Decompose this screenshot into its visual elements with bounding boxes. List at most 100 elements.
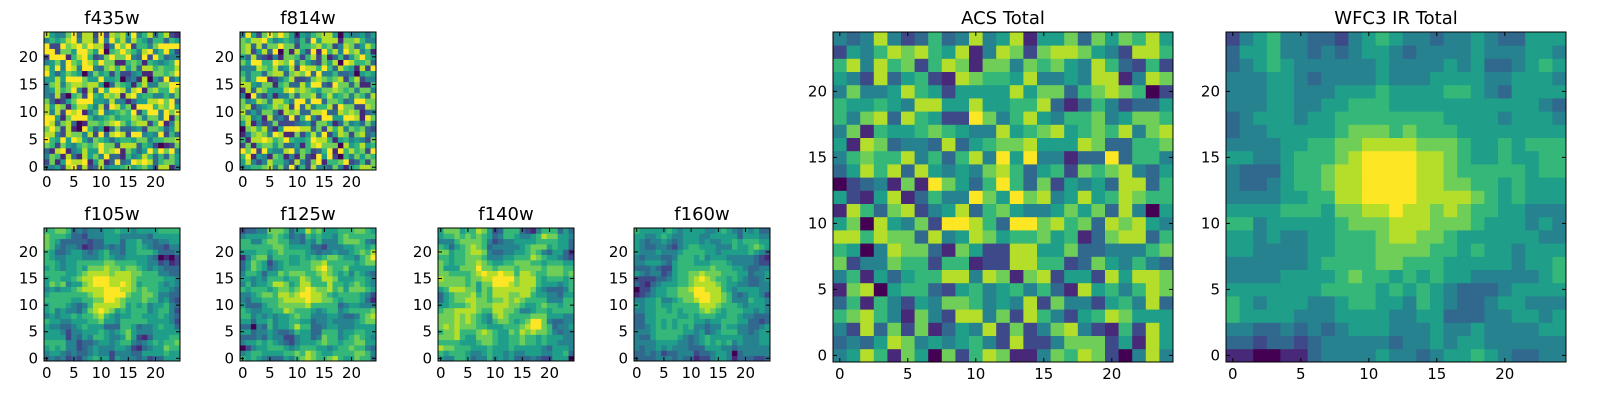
heatmap-cell — [87, 103, 94, 110]
heatmap-cell — [240, 98, 246, 105]
heatmap-cell — [557, 254, 564, 261]
heatmap-cell — [1457, 322, 1472, 336]
heatmap-cell — [158, 81, 165, 88]
heatmap-cell — [370, 153, 377, 160]
heatmap-cell — [535, 281, 542, 287]
heatmap-cell — [525, 270, 531, 277]
heatmap-cell — [327, 98, 333, 105]
heatmap-cell — [288, 142, 295, 149]
heatmap-cell — [443, 254, 450, 261]
heatmap-cell — [327, 249, 333, 255]
heatmap-cell — [833, 256, 847, 270]
heatmap-cell — [1132, 45, 1147, 59]
heatmap-cell — [44, 131, 50, 138]
heatmap-cell — [250, 270, 257, 277]
heatmap-cell — [98, 158, 105, 165]
heatmap-cell — [1253, 230, 1268, 244]
heatmap-cell — [726, 350, 733, 357]
heatmap-cell — [486, 243, 493, 250]
heatmap-cell — [753, 275, 760, 282]
heatmap-cell — [535, 318, 542, 325]
heatmap-cell — [158, 164, 165, 171]
heatmap-cell — [503, 355, 510, 362]
heatmap-cell — [310, 87, 317, 94]
heatmap-cell — [267, 233, 274, 240]
heatmap-cell — [525, 228, 531, 234]
heatmap-cell — [1362, 177, 1376, 191]
heatmap-cell — [541, 307, 548, 314]
heatmap-cell — [65, 131, 72, 138]
heatmap-cell — [846, 164, 861, 178]
heatmap-cell — [552, 275, 559, 282]
heatmap-cell — [438, 334, 444, 341]
heatmap-cell — [136, 147, 143, 154]
heatmap-cell — [54, 109, 61, 116]
heatmap-cell — [60, 345, 67, 351]
heatmap-cell — [644, 286, 651, 293]
heatmap-cell — [1321, 190, 1336, 204]
heatmap-cell — [688, 270, 695, 277]
heatmap-cell — [1226, 348, 1240, 363]
heatmap-cell — [109, 345, 116, 351]
heatmap-cell — [321, 131, 328, 138]
heatmap-cell — [250, 345, 257, 351]
heatmap-cell — [136, 92, 143, 99]
heatmap-cell — [1416, 296, 1431, 310]
heatmap-cell — [354, 345, 361, 351]
heatmap-cell — [514, 323, 520, 330]
heatmap-cell — [563, 238, 569, 245]
heatmap-cell — [563, 249, 569, 255]
heatmap-cell — [1430, 296, 1444, 310]
heatmap-cell — [1050, 177, 1065, 191]
heatmap-cell — [256, 275, 263, 282]
heatmap-cell — [1525, 230, 1540, 244]
heatmap-cell — [136, 249, 143, 255]
heatmap-cell — [546, 339, 553, 346]
heatmap-cell — [87, 286, 94, 293]
heatmap-cell — [699, 302, 706, 309]
heatmap-cell — [928, 137, 943, 152]
heatmap-cell — [454, 307, 461, 314]
heatmap-cell — [256, 98, 263, 105]
heatmap-cell — [267, 238, 274, 245]
heatmap-cell — [742, 286, 749, 293]
heatmap-cell — [158, 103, 165, 110]
heatmap-cell — [1525, 190, 1540, 204]
heatmap-cell — [321, 142, 328, 149]
heatmap-cell — [1389, 296, 1404, 310]
heatmap-cell — [715, 350, 722, 357]
heatmap-cell — [486, 334, 493, 341]
heatmap-cell — [699, 228, 706, 234]
heatmap-cell — [109, 54, 116, 60]
heatmap-cell — [1145, 32, 1160, 46]
heatmap-cell — [305, 70, 312, 77]
heatmap-cell — [688, 238, 695, 245]
heatmap-cell — [1253, 296, 1268, 310]
heatmap-cell — [71, 233, 78, 240]
heatmap-cell — [535, 345, 542, 351]
heatmap-cell — [87, 158, 94, 165]
heatmap-cell — [541, 355, 548, 362]
heatmap-cell — [278, 350, 284, 357]
heatmap-cell — [272, 103, 279, 110]
heatmap-cell — [76, 98, 83, 105]
heatmap-cell — [332, 238, 339, 245]
heatmap-cell — [1145, 150, 1160, 165]
heatmap-cell — [1280, 216, 1295, 231]
heatmap-cell — [332, 103, 339, 110]
heatmap-cell — [147, 142, 154, 149]
heatmap-cell — [152, 329, 159, 335]
y-tick-label: 10 — [609, 296, 628, 314]
heatmap-cell — [1239, 348, 1254, 363]
heatmap-cell — [245, 65, 252, 72]
heatmap-cell — [704, 345, 711, 351]
heatmap-cell — [969, 71, 983, 86]
heatmap-cell — [514, 270, 520, 277]
x-tick-label: 10 — [682, 364, 701, 382]
heatmap-cell — [666, 302, 673, 309]
heatmap-cell — [1470, 282, 1485, 297]
heatmap-cell — [1498, 322, 1512, 336]
heatmap-cell — [327, 350, 333, 357]
heatmap-cell — [693, 350, 700, 357]
heatmap-cell — [721, 238, 727, 245]
